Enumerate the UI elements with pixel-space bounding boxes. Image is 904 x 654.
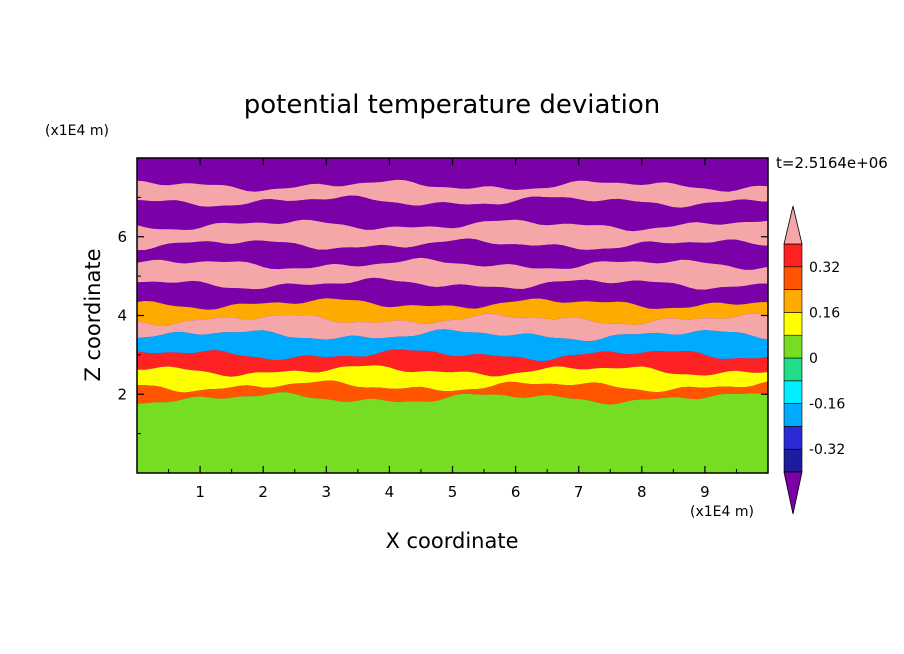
colorbar-tick-label: 0.16 — [809, 305, 840, 321]
colorbar-segment — [783, 403, 803, 427]
contour-band — [137, 179, 768, 208]
contour-band — [137, 349, 768, 377]
y-tick-label: 6 — [117, 228, 127, 246]
colorbar: 0.32 0.16 0 -0.16 -0.32 — [783, 205, 845, 515]
x-tick-label: 2 — [258, 483, 268, 501]
x-unit-label: (x1E4 m) — [690, 504, 754, 520]
contour-band — [137, 195, 768, 232]
contour-band — [137, 365, 768, 393]
contour-band — [137, 277, 768, 310]
x-tick-label: 5 — [448, 483, 458, 501]
colorbar-segment — [783, 334, 803, 359]
x-tick-label: 4 — [385, 483, 395, 501]
colorbar-tick-label: 0 — [809, 351, 818, 367]
y-axis-label: Z coordinate — [81, 248, 105, 381]
colorbar-tick-label: 0.32 — [809, 260, 840, 276]
y-tick-label: 4 — [117, 307, 127, 325]
colorbar-segment — [783, 266, 803, 290]
contour-band — [137, 238, 768, 270]
contour-band — [137, 257, 768, 290]
colorbar-segment — [783, 312, 803, 336]
x-axis-label: X coordinate — [385, 529, 518, 553]
colorbar-under-triangle — [783, 471, 803, 515]
x-tick-label: 6 — [511, 483, 521, 501]
contour-band — [137, 158, 768, 192]
colorbar-segment — [783, 426, 803, 450]
y-unit-label: (x1E4 m) — [45, 123, 109, 139]
y-tick-label: 2 — [117, 385, 127, 403]
contour-band — [137, 298, 768, 326]
x-tick-label: 8 — [637, 483, 647, 501]
contour-band — [137, 219, 768, 251]
time-label: t=2.5164e+06 — [776, 154, 888, 172]
colorbar-segment — [783, 448, 803, 473]
x-axis: 1 2 3 4 5 6 7 8 9 — [168, 158, 737, 501]
colorbar-segment — [783, 380, 803, 404]
x-tick-label: 9 — [700, 483, 710, 501]
colorbar-over-triangle — [783, 205, 803, 245]
contour-band — [137, 392, 768, 473]
colorbar-tick-label: -0.16 — [809, 397, 845, 413]
contour-band — [137, 313, 768, 342]
x-tick-label: 3 — [322, 483, 332, 501]
contour-band — [137, 380, 768, 405]
contour-field — [137, 158, 768, 473]
colorbar-segment — [783, 243, 803, 268]
y-axis: 2 4 6 — [117, 196, 768, 435]
colorbar-tick-label: -0.32 — [809, 442, 845, 458]
colorbar-segment — [783, 357, 803, 382]
chart-title: potential temperature deviation — [244, 90, 660, 120]
colorbar-segment — [783, 289, 803, 313]
contour-band — [137, 329, 768, 362]
x-tick-label: 7 — [574, 483, 584, 501]
x-tick-label: 1 — [195, 483, 205, 501]
